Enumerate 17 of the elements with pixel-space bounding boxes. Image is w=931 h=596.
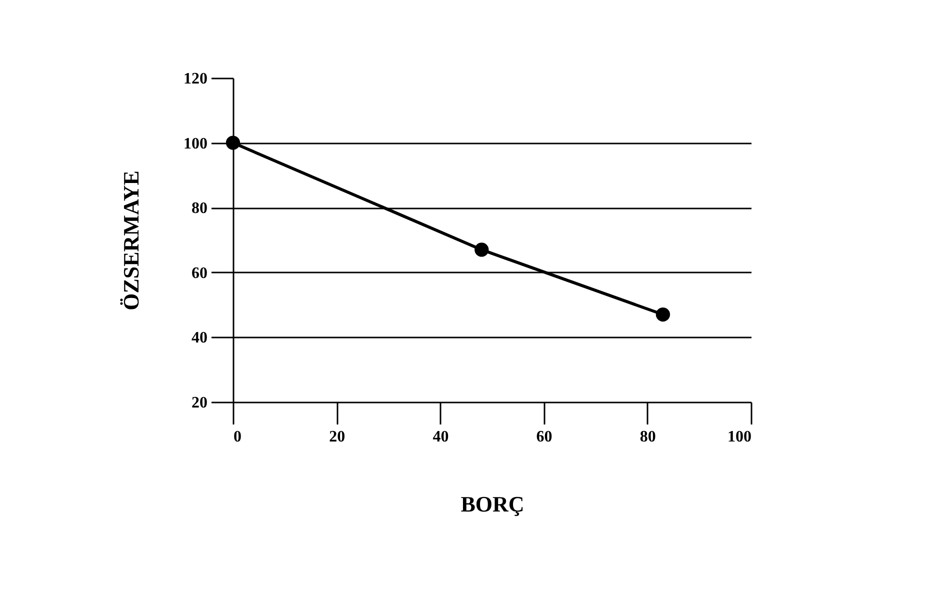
y-tick-label: 20 (192, 394, 208, 412)
y-tick-label: 60 (192, 264, 208, 282)
x-tick-label: 100 (728, 428, 752, 446)
x-axis-title: BORÇ (460, 492, 524, 516)
y-axis-title: ÖZSERMAYE (118, 170, 144, 310)
x-tick-label: 40 (432, 428, 449, 446)
y-tick-label: 100 (184, 135, 208, 152)
y-tick-label: 40 (192, 330, 208, 347)
x-tick-label: 20 (329, 428, 346, 446)
y-tick-label: 80 (192, 200, 208, 218)
x-tick-label: 0 (234, 428, 242, 446)
x-tick-label: 60 (536, 428, 552, 446)
point (656, 307, 670, 322)
point (474, 242, 489, 257)
x-tick-label: 80 (640, 428, 656, 446)
y-tick-label: 120 (184, 70, 208, 88)
point (226, 136, 240, 150)
